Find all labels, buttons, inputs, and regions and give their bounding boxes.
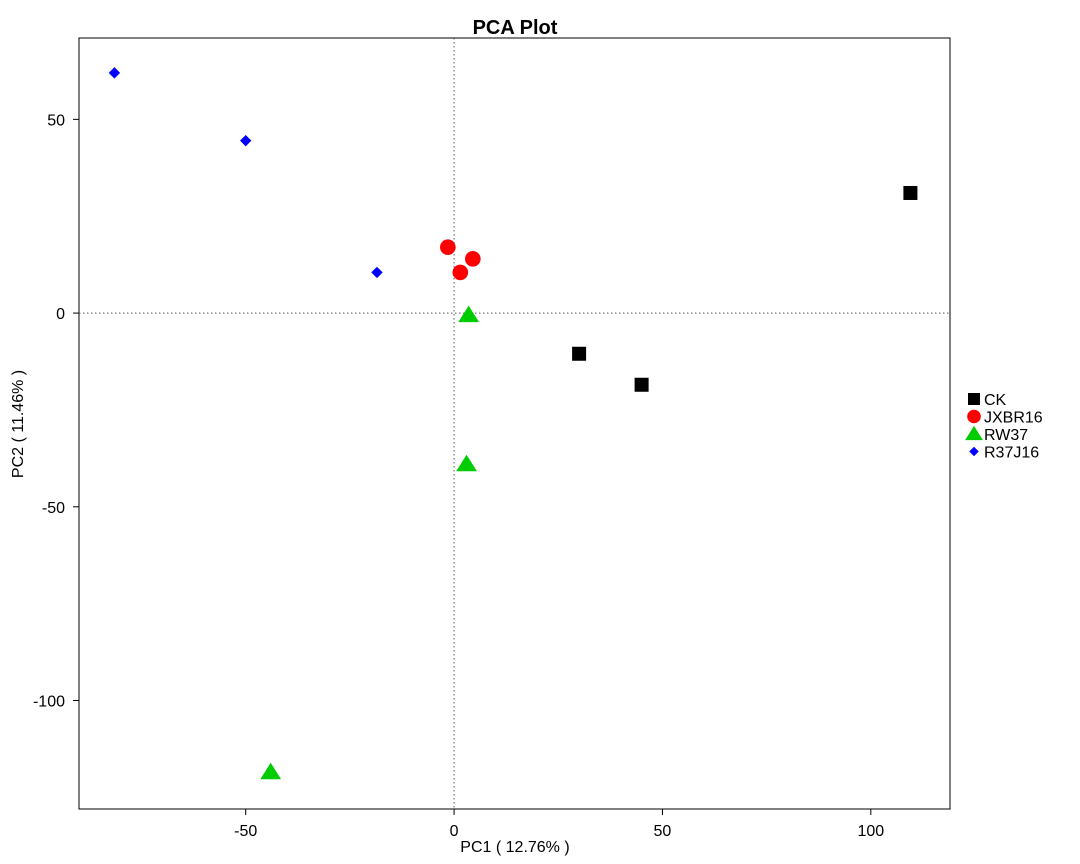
- data-point-ck: [903, 185, 918, 200]
- y-tick-label: 0: [56, 306, 65, 323]
- legend-marker-jxbr16: [967, 409, 981, 424]
- y-tick-label: -100: [33, 694, 65, 711]
- x-tick-label: -50: [234, 823, 257, 840]
- data-point-jxbr16: [452, 264, 469, 281]
- legend-label-rw37: RW37: [984, 427, 1028, 444]
- data-point-r37j16: [108, 67, 121, 79]
- data-point-ck: [634, 377, 649, 392]
- plot-frame: [78, 37, 951, 810]
- y-tick-label: 50: [47, 112, 65, 129]
- x-axis-label: PC1 ( 12.76% ): [460, 839, 569, 856]
- data-point-r37j16: [239, 134, 252, 147]
- y-tick-label: -50: [42, 500, 65, 517]
- legend-label-jxbr16: JXBR16: [984, 410, 1043, 427]
- plot-area: -50 0 50 100 50 0 -50 -100: [33, 37, 951, 840]
- x-tick-label: 50: [654, 823, 672, 840]
- x-tick-label: 100: [857, 823, 884, 840]
- chart-title: PCA Plot: [473, 17, 558, 39]
- data-point-jxbr16: [465, 251, 481, 267]
- y-axis-label: PC2 ( 11.46% ): [10, 370, 27, 478]
- data-point-rw37: [260, 762, 282, 780]
- data-point-rw37: [458, 305, 480, 323]
- legend-label-ck: CK: [984, 392, 1007, 409]
- legend-label-r37j16: R37J16: [984, 445, 1039, 462]
- legend-marker-r37j16: [969, 446, 979, 457]
- data-point-r37j16: [371, 266, 383, 279]
- data-point-rw37: [456, 454, 477, 472]
- data-point-jxbr16: [440, 239, 456, 256]
- legend-marker-ck: [968, 393, 980, 405]
- data-point-ck: [572, 346, 587, 361]
- legend-marker-rw37: [965, 425, 983, 441]
- x-tick-label: 0: [450, 823, 459, 840]
